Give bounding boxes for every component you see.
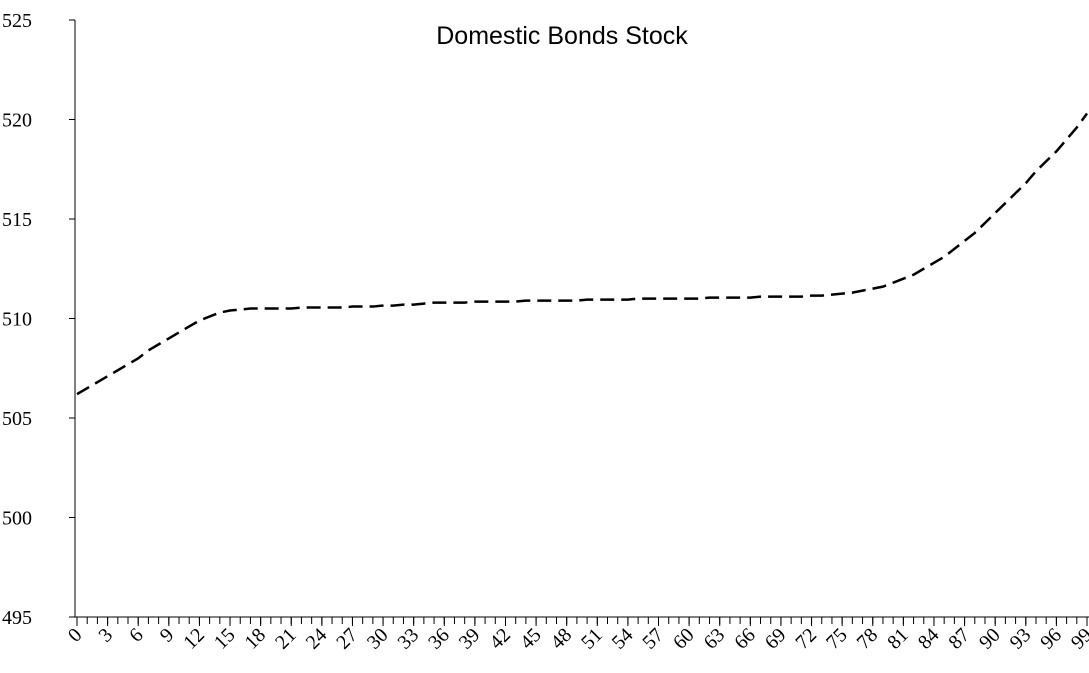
x-tick-label: 42 — [485, 624, 515, 654]
x-tick-label: 45 — [516, 624, 546, 654]
x-tick-label: 90 — [975, 624, 1005, 654]
y-tick-label: 510 — [2, 309, 32, 331]
x-tick-label: 33 — [394, 624, 424, 654]
x-tick-label: 36 — [424, 624, 454, 654]
x-tick-label: 15 — [210, 624, 240, 654]
y-tick-label: 495 — [2, 607, 32, 629]
x-tick-label: 24 — [302, 624, 332, 654]
x-tick-label: 51 — [577, 624, 607, 654]
x-tick-label: 12 — [179, 624, 209, 654]
x-tick-label: 9 — [156, 624, 179, 647]
x-tick-label: 54 — [608, 624, 638, 654]
x-tick-label: 99 — [1067, 624, 1089, 654]
x-tick-label: 81 — [883, 624, 913, 654]
x-tick-label: 60 — [669, 624, 699, 654]
x-tick-label: 18 — [240, 624, 270, 654]
x-tick-label: 63 — [700, 624, 730, 654]
x-tick-label: 39 — [455, 624, 485, 654]
x-tick-label: 27 — [332, 624, 362, 654]
x-tick-label: 0 — [64, 624, 87, 647]
x-tick-label: 69 — [761, 624, 791, 654]
y-tick-label: 500 — [2, 508, 32, 530]
x-tick-label: 48 — [547, 624, 577, 654]
y-tick-label: 515 — [2, 209, 32, 231]
x-tick-label: 57 — [638, 624, 668, 654]
x-tick-label: 72 — [791, 624, 821, 654]
x-tick-label: 30 — [363, 624, 393, 654]
x-tick-label: 6 — [125, 624, 148, 647]
chart-title: Domestic Bonds Stock — [436, 22, 688, 50]
x-tick-label: 93 — [1006, 624, 1036, 654]
y-tick-label: 520 — [2, 110, 32, 132]
x-tick-label: 96 — [1036, 624, 1066, 654]
x-tick-label: 75 — [822, 624, 852, 654]
x-tick-label: 84 — [914, 624, 944, 654]
y-tick-label: 505 — [2, 408, 32, 430]
x-tick-label: 3 — [95, 624, 118, 647]
x-tick-label: 66 — [730, 624, 760, 654]
x-tick-label: 78 — [853, 624, 883, 654]
data-line — [76, 112, 1089, 396]
x-tick-label: 87 — [944, 624, 974, 654]
y-tick-label: 525 — [2, 10, 32, 32]
x-tick-label: 21 — [271, 624, 301, 654]
